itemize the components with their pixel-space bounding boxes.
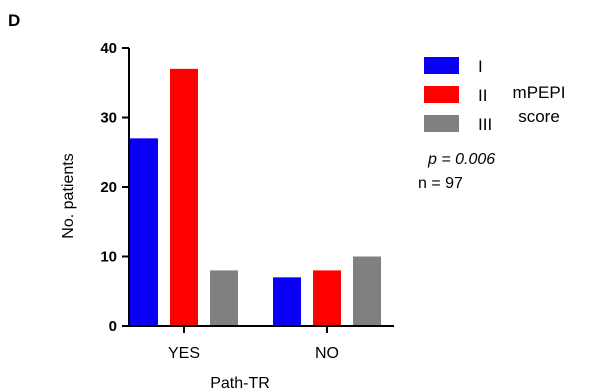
y-tick-label: 0 bbox=[109, 318, 117, 335]
p-value-annotation: p = 0.006 bbox=[427, 151, 495, 168]
legend-title-line1: mPEPI bbox=[513, 83, 566, 102]
panel-label: D bbox=[8, 11, 20, 30]
x-tick-label: YES bbox=[168, 345, 200, 362]
legend-label-III: III bbox=[478, 115, 492, 134]
bars-group bbox=[130, 68, 381, 326]
y-axis-title: No. patients bbox=[60, 153, 77, 238]
bar-yes-series-I bbox=[130, 138, 158, 326]
x-ticks: YES NO bbox=[168, 326, 339, 362]
legend-label-I: I bbox=[478, 57, 483, 76]
bar-no-series-II bbox=[313, 270, 341, 326]
legend-swatch-II bbox=[424, 86, 459, 103]
legend-swatch-III bbox=[424, 115, 459, 132]
y-tick-label: 20 bbox=[100, 179, 117, 196]
y-tick-label: 40 bbox=[100, 40, 117, 57]
bar-no-series-III bbox=[353, 256, 381, 326]
n-annotation: n = 97 bbox=[418, 175, 463, 192]
x-tick-label: NO bbox=[315, 345, 339, 362]
bar-no-series-I bbox=[273, 277, 301, 326]
bar-yes-series-III bbox=[210, 270, 238, 326]
legend-label-II: II bbox=[478, 86, 487, 105]
legend-title-line2: score bbox=[518, 107, 560, 126]
y-ticks: 0 10 20 30 40 bbox=[100, 40, 129, 335]
bar-yes-series-II bbox=[170, 68, 198, 326]
y-tick-label: 30 bbox=[100, 110, 117, 127]
x-axis-title: Path-TR bbox=[210, 375, 270, 392]
y-tick-label: 10 bbox=[100, 249, 117, 266]
legend-swatch-I bbox=[424, 57, 459, 74]
